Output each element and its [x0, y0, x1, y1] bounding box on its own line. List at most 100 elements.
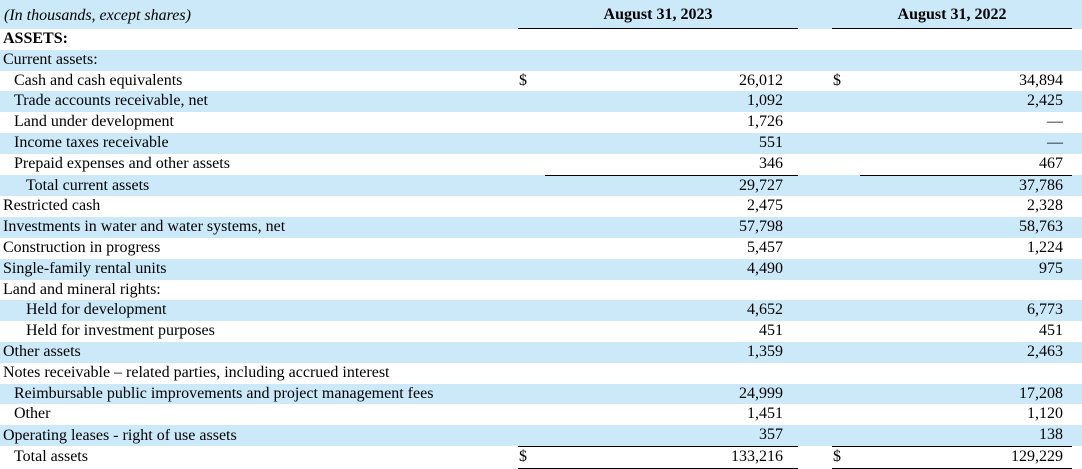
dollar-sign-2022	[832, 404, 860, 425]
dollar-sign-2023	[518, 300, 545, 322]
right-margin	[1072, 71, 1082, 92]
table-row: Cash and cash equivalents $26,012 $34,894	[0, 71, 1082, 92]
column-gap	[798, 196, 832, 217]
dollar-sign-2022	[832, 321, 860, 342]
column-gap	[798, 71, 832, 92]
dollar-sign-2022	[832, 175, 860, 197]
column-gap	[798, 363, 832, 384]
table-row: Single-family rental units 4,490 975	[0, 258, 1082, 280]
value-2022: 2,425	[860, 91, 1072, 113]
dollar-sign-2023	[518, 321, 545, 342]
value-2022	[860, 29, 1072, 50]
value-2023: 5,457	[747, 238, 783, 256]
right-margin	[1072, 132, 1082, 154]
value-2023	[545, 29, 798, 50]
right-margin	[1072, 217, 1082, 238]
table-row: Total current assets 29,727 37,786	[0, 175, 1082, 197]
dollar-sign-2023	[518, 383, 545, 405]
value-2022: 2,463	[860, 341, 1072, 363]
dollar-sign-2023	[518, 175, 545, 197]
column-gap	[798, 383, 832, 405]
dollar-sign-2023	[518, 363, 545, 384]
value-2023: 2,475	[747, 197, 783, 215]
value-2023: 451	[759, 322, 783, 340]
dollar-sign-2022	[832, 132, 860, 154]
units-note: (In thousands, except shares)	[0, 0, 518, 29]
row-label: Total current assets	[0, 175, 518, 197]
dollar-sign-2023	[518, 49, 545, 71]
table-row: Construction in progress 5,457 1,224	[0, 238, 1082, 259]
value-2022: 34,894	[1019, 71, 1063, 89]
row-label: Operating leases - right of use assets	[0, 425, 518, 447]
dollar-sign-2023	[518, 341, 545, 363]
row-label: Reimbursable public improvements and pro…	[0, 383, 518, 405]
dollar-sign-2022	[832, 91, 860, 113]
value-2023: 1,726	[747, 113, 783, 131]
table-row: Current assets:	[0, 49, 1082, 71]
right-margin	[1072, 0, 1082, 29]
dollar-sign-2023	[518, 91, 545, 113]
dollar-sign-2023	[518, 217, 545, 238]
value-2022: 58,763	[860, 217, 1072, 238]
dollar-sign-2022	[832, 258, 860, 280]
table-row: Operating leases - right of use assets 35…	[0, 425, 1082, 447]
value-2023: 1,451	[747, 405, 783, 423]
value-2023	[545, 49, 798, 71]
dollar-sign-2022	[832, 383, 860, 405]
right-margin	[1072, 49, 1082, 71]
column-gap	[798, 425, 832, 447]
right-margin	[1072, 280, 1082, 301]
table-row: Prepaid expenses and other assets 346 467	[0, 153, 1082, 176]
value-2022: 138	[860, 425, 1072, 447]
table-header-row: (In thousands, except shares) August 31,…	[0, 0, 1082, 29]
row-label: Land under development	[14, 113, 174, 131]
value-2023: 4,652	[545, 300, 798, 322]
value-2023: 1,092	[545, 91, 798, 113]
column-gap	[798, 300, 832, 322]
right-margin	[1072, 196, 1082, 217]
right-margin	[1072, 404, 1082, 425]
value-2023	[545, 363, 798, 384]
table-row: Restricted cash 2,475 2,328	[0, 196, 1082, 217]
dollar-sign-2022	[832, 300, 860, 322]
right-margin	[1072, 91, 1082, 113]
row-label: Other assets	[0, 341, 518, 363]
value-2022	[860, 49, 1072, 71]
row-label: Trade accounts receivable, net	[0, 91, 518, 113]
dollar-sign-2023: $	[519, 71, 527, 89]
table-row: Other assets 1,359 2,463	[0, 341, 1082, 363]
column-gap	[798, 91, 832, 113]
row-label: Other	[14, 405, 51, 423]
right-margin	[1072, 425, 1082, 447]
dollar-sign-2023	[518, 29, 545, 50]
value-2023: 346	[545, 153, 798, 176]
right-margin	[1072, 341, 1082, 363]
column-gap	[798, 132, 832, 154]
value-2022: —	[1047, 113, 1063, 131]
table-row: Investments in water and water systems, …	[0, 217, 1082, 238]
column-gap	[798, 217, 832, 238]
table-row: Land under development 1,726 —	[0, 112, 1082, 133]
right-margin	[1072, 258, 1082, 280]
column-gap	[798, 0, 832, 29]
right-margin	[1072, 383, 1082, 405]
right-margin	[1072, 300, 1082, 322]
table-row: Reimbursable public improvements and pro…	[0, 383, 1082, 405]
value-2022: 1,120	[1027, 405, 1063, 423]
value-2022	[860, 280, 1072, 301]
column-gap	[798, 341, 832, 363]
dollar-sign-2023	[518, 196, 545, 217]
right-margin	[1072, 175, 1082, 197]
table-row: Trade accounts receivable, net 1,092 2,425	[0, 91, 1082, 113]
row-label: Land and mineral rights:	[3, 280, 161, 298]
value-2023: 26,012	[739, 71, 783, 89]
table-row: Income taxes receivable 551 —	[0, 132, 1082, 154]
column-header-2022: August 31, 2022	[832, 0, 1072, 29]
row-label: Cash and cash equivalents	[14, 71, 183, 89]
dollar-sign-2022	[832, 425, 860, 447]
table-row: Held for investment purposes 451 451	[0, 321, 1082, 342]
value-2022: 37,786	[860, 175, 1072, 197]
dollar-sign-2022	[832, 341, 860, 363]
right-margin	[1072, 154, 1082, 175]
